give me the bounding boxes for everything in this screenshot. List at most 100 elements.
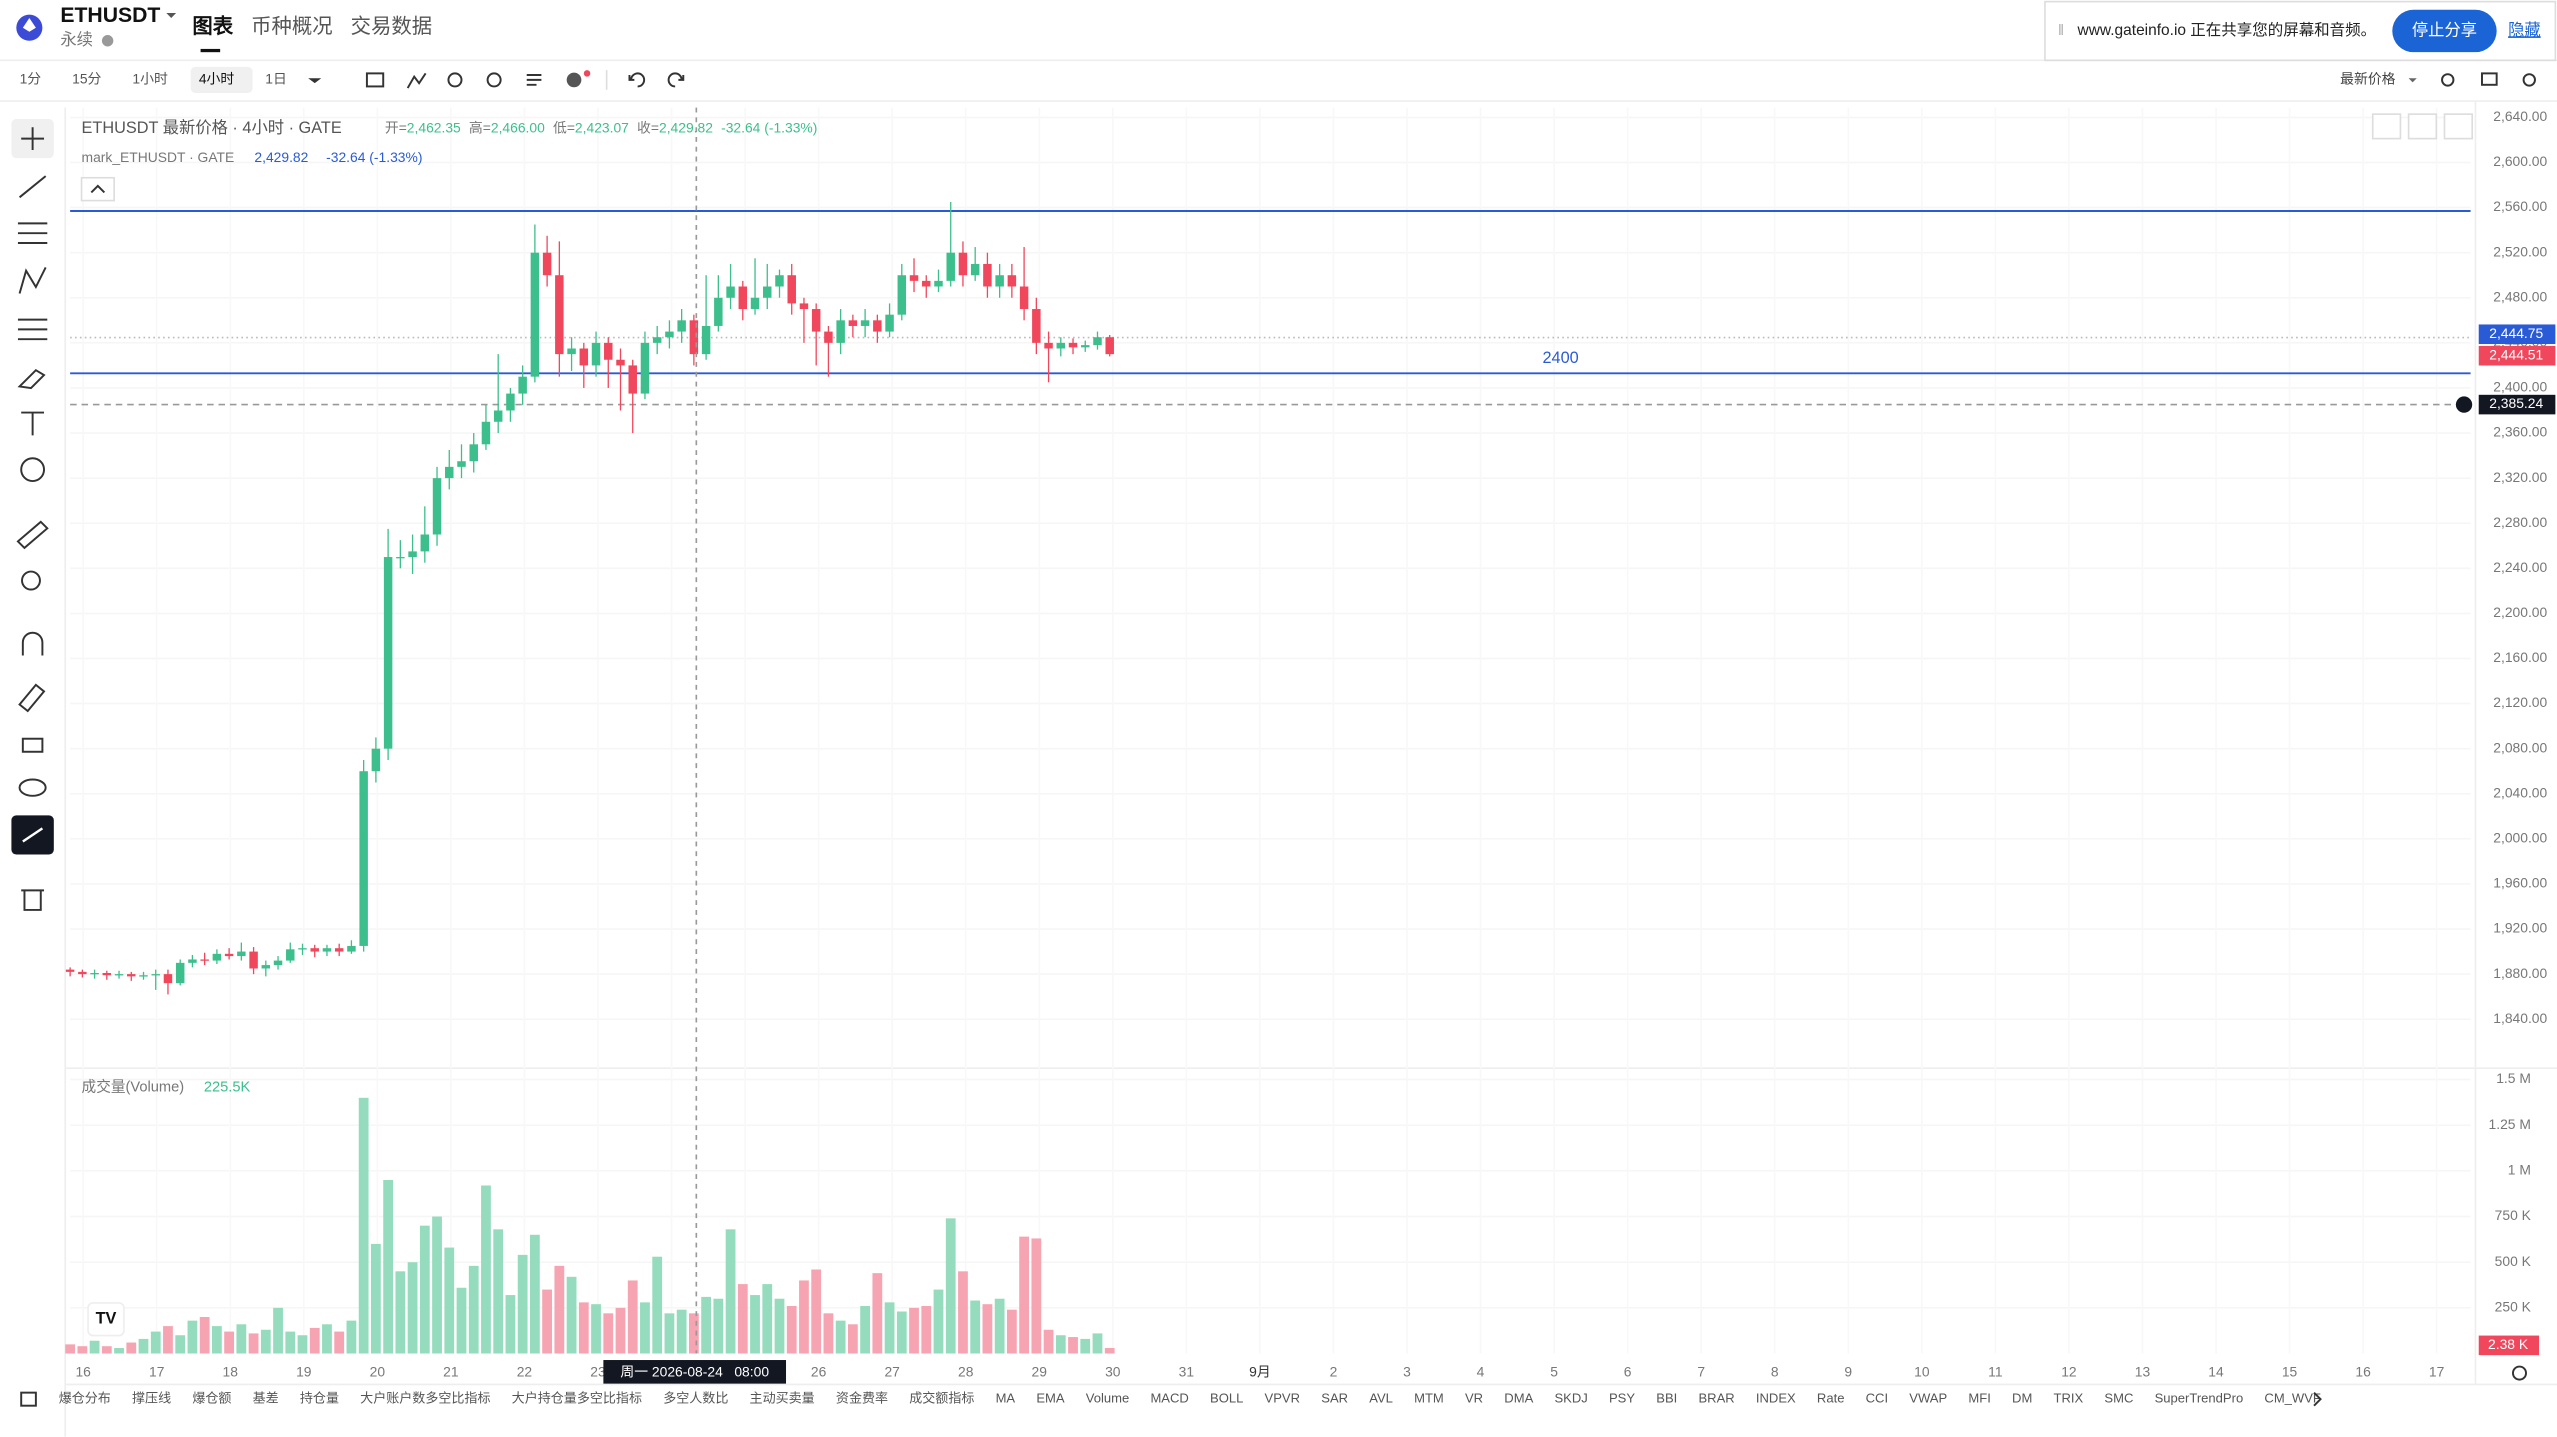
- candle-body: [579, 348, 589, 366]
- info-icon[interactable]: [101, 35, 114, 47]
- collapse-button[interactable]: [80, 176, 115, 202]
- symbol[interactable]: ETHUSDT: [60, 4, 160, 27]
- indicator[interactable]: MACD: [1150, 1391, 1188, 1406]
- trash-tool[interactable]: [21, 889, 45, 911]
- volume-bar: [175, 1335, 186, 1354]
- indicator[interactable]: INDEX: [1756, 1391, 1796, 1406]
- interval[interactable]: 1日: [265, 71, 287, 87]
- indicator[interactable]: BRAR: [1698, 1391, 1734, 1406]
- interval-active[interactable]: [190, 66, 253, 93]
- search-icon[interactable]: [2441, 73, 2455, 87]
- indicator[interactable]: DM: [2012, 1391, 2032, 1406]
- indicator[interactable]: MTM: [1414, 1391, 1444, 1406]
- settings-icon[interactable]: [2511, 1365, 2527, 1381]
- tab[interactable]: 币种概况: [251, 15, 333, 38]
- indicator[interactable]: PSY: [1609, 1391, 1635, 1406]
- volume-bar: [187, 1320, 198, 1354]
- draw-mode-tool[interactable]: [18, 683, 46, 713]
- indicator[interactable]: 爆仓额: [192, 1391, 231, 1406]
- camera-icon[interactable]: [2481, 72, 2498, 86]
- stop-share-button[interactable]: [2392, 9, 2497, 53]
- indicator[interactable]: 持仓量: [300, 1391, 339, 1406]
- indicator[interactable]: SKDJ: [1554, 1391, 1587, 1406]
- indicator[interactable]: MA: [996, 1391, 1016, 1406]
- pane-button[interactable]: [2407, 113, 2438, 140]
- candle-body: [175, 962, 185, 984]
- indicator[interactable]: AVL: [1369, 1391, 1393, 1406]
- indicator[interactable]: MFI: [1968, 1391, 1990, 1406]
- indicator[interactable]: 资金费率: [836, 1391, 888, 1406]
- pattern-tool[interactable]: [18, 267, 47, 294]
- indicator[interactable]: 基差: [253, 1391, 279, 1406]
- brush-tool[interactable]: [17, 368, 46, 390]
- indicator-bar-icon[interactable]: [20, 1391, 37, 1407]
- indicator[interactable]: SuperTrendPro: [2155, 1391, 2244, 1406]
- indicator[interactable]: DMA: [1504, 1391, 1533, 1406]
- ruler-tool[interactable]: [16, 520, 49, 550]
- alert-icon[interactable]: [447, 72, 463, 88]
- add-alert[interactable]: [2455, 396, 2473, 413]
- candle-body: [1068, 342, 1078, 348]
- interval[interactable]: 1小时: [132, 71, 168, 87]
- tab[interactable]: 图表: [192, 14, 233, 38]
- indicator[interactable]: Rate: [1817, 1391, 1845, 1406]
- indicator[interactable]: CM_WVF: [2264, 1391, 2321, 1406]
- indicator[interactable]: 大户持仓量多空比指标: [512, 1391, 642, 1406]
- hide-link[interactable]: 隐藏: [2508, 21, 2541, 39]
- interval[interactable]: 4小时: [199, 71, 235, 87]
- indicator[interactable]: CCI: [1866, 1391, 1888, 1406]
- interval[interactable]: 1分: [20, 71, 42, 87]
- x-tick-label: 20: [370, 1364, 386, 1380]
- indicator[interactable]: SAR: [1321, 1391, 1348, 1406]
- indicator[interactable]: 成交额指标: [909, 1391, 974, 1406]
- plus-icon[interactable]: [566, 72, 582, 88]
- channel-tool[interactable]: [17, 222, 48, 244]
- settings-icon[interactable]: [2522, 73, 2536, 87]
- indicator[interactable]: 撑压线: [132, 1391, 171, 1406]
- indicator[interactable]: 爆仓分布: [59, 1391, 111, 1406]
- indicator[interactable]: BBI: [1656, 1391, 1677, 1406]
- replay-icon[interactable]: [486, 72, 502, 88]
- indicator[interactable]: SMC: [2104, 1391, 2133, 1406]
- fib-tool[interactable]: [17, 318, 48, 341]
- undo-icon[interactable]: [628, 72, 646, 88]
- magnet-tool[interactable]: [21, 631, 44, 656]
- pane-button[interactable]: [2443, 113, 2474, 140]
- indicator[interactable]: VR: [1465, 1391, 1483, 1406]
- indicator[interactable]: VPVR: [1265, 1391, 1301, 1406]
- candle-body: [824, 331, 833, 343]
- indicator[interactable]: EMA: [1036, 1391, 1065, 1406]
- price-mode[interactable]: 最新价格: [2340, 71, 2396, 87]
- template-icon[interactable]: [526, 74, 542, 86]
- volume-bar: [395, 1271, 406, 1354]
- tv-logo[interactable]: [87, 1302, 125, 1337]
- symbol-caret[interactable]: [166, 13, 177, 18]
- scroll-right[interactable]: [2313, 1391, 2322, 1407]
- visibility-tool[interactable]: [18, 778, 47, 797]
- indicator[interactable]: BOLL: [1210, 1391, 1243, 1406]
- indicator[interactable]: TRIX: [2054, 1391, 2084, 1406]
- candle-body: [799, 303, 809, 310]
- indicator[interactable]: Volume: [1086, 1391, 1129, 1406]
- indicator[interactable]: 多空人数比: [663, 1391, 728, 1406]
- stop-share-label[interactable]: 停止分享: [2412, 21, 2477, 39]
- lock-tool[interactable]: [21, 737, 44, 753]
- candle-body: [970, 263, 980, 276]
- indicator-icon[interactable]: [406, 72, 427, 89]
- emoji-tool[interactable]: [20, 457, 46, 483]
- crosshair-tool[interactable]: [21, 127, 45, 151]
- volume-bar: [860, 1306, 870, 1354]
- indicator[interactable]: 大户账户数多空比指标: [360, 1391, 490, 1406]
- indicator[interactable]: VWAP: [1909, 1391, 1947, 1406]
- line-tool[interactable]: [18, 175, 47, 199]
- redo-icon[interactable]: [667, 72, 685, 88]
- zoom-tool[interactable]: [21, 570, 41, 591]
- indicator[interactable]: 主动买卖量: [750, 1391, 815, 1406]
- candle-type-icon[interactable]: [365, 72, 385, 88]
- volume-bar: [933, 1289, 944, 1354]
- text-tool[interactable]: [21, 411, 45, 436]
- pane-button[interactable]: [2371, 113, 2402, 140]
- interval[interactable]: 15分: [72, 71, 101, 87]
- tab[interactable]: 交易数据: [351, 15, 433, 38]
- x-tick-label: 15: [2282, 1364, 2298, 1380]
